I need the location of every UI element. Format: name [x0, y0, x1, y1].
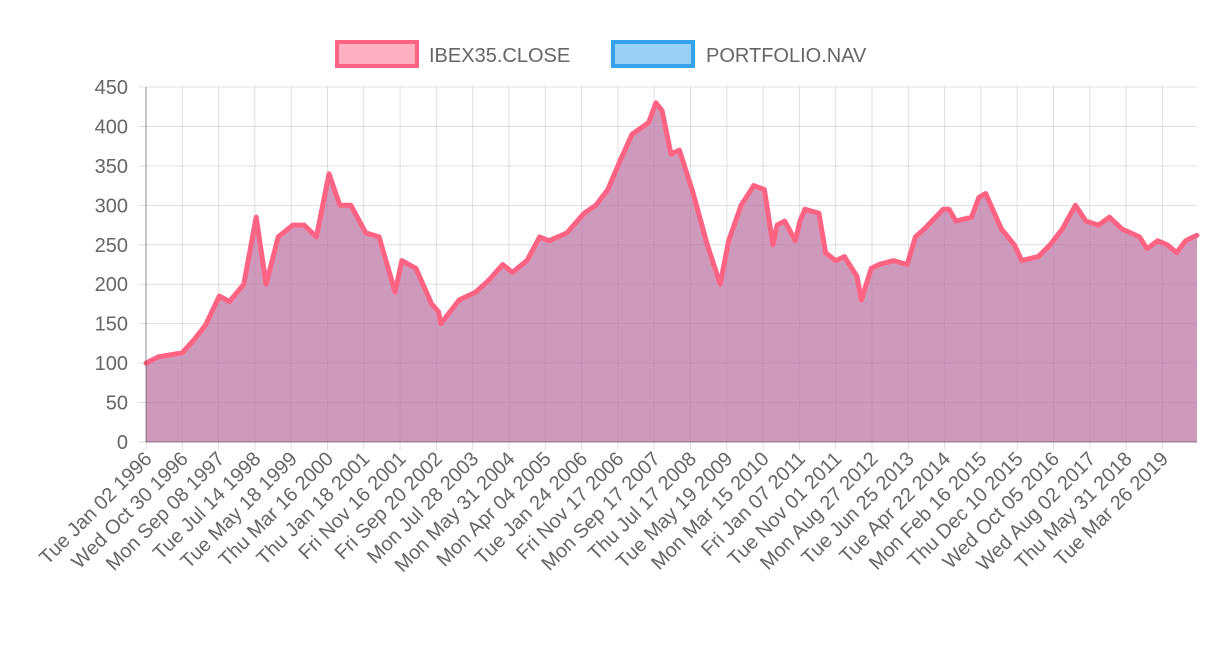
y-tick-label: 100 — [95, 353, 128, 375]
legend-item-1[interactable]: PORTFOLIO.NAV — [611, 40, 867, 68]
y-tick-label: 350 — [95, 156, 128, 178]
plot-area — [143, 100, 1200, 443]
legend-swatch-1 — [611, 40, 695, 68]
y-tick-label: 400 — [95, 116, 128, 138]
axes — [145, 87, 1197, 443]
series-line-ibex35-close — [143, 100, 1200, 366]
legend: IBEX35.CLOSE PORTFOLIO.NAV — [335, 40, 867, 68]
series-area-ibex35-close — [146, 102, 1197, 443]
y-tick-label: 250 — [95, 235, 128, 257]
legend-item-0[interactable]: IBEX35.CLOSE — [335, 40, 570, 68]
y-tick-label: 150 — [95, 314, 128, 336]
y-tick-label: 50 — [106, 393, 128, 415]
y-tick-label: 0 — [117, 432, 128, 454]
legend-label-0: IBEX35.CLOSE — [429, 45, 570, 67]
y-axis-ticks: 0 50 100 150 200 250 300 350 400 450 — [95, 77, 128, 454]
y-tick-label: 450 — [95, 77, 128, 99]
legend-label-1: PORTFOLIO.NAV — [706, 45, 867, 67]
y-tick-label: 200 — [95, 274, 128, 296]
y-tick-label: 300 — [95, 195, 128, 217]
legend-swatch-0 — [335, 40, 419, 68]
